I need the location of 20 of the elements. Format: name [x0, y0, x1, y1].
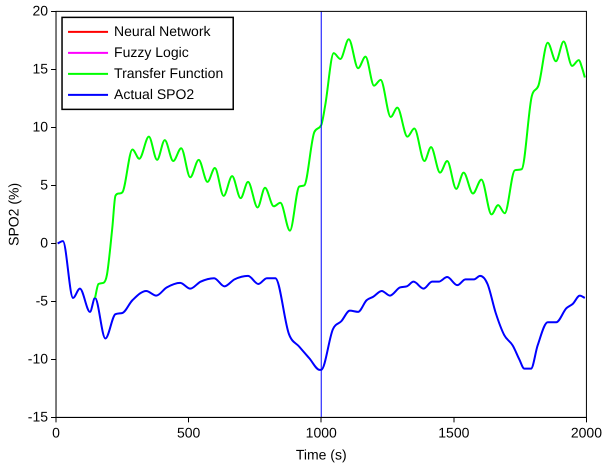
- y-tick-label: -10: [28, 350, 48, 366]
- x-tick-label: 2000: [570, 424, 602, 441]
- y-tick-label: 10: [32, 118, 48, 134]
- y-tick-label: 0: [40, 234, 48, 250]
- legend-label: Fuzzy Logic: [114, 44, 189, 60]
- x-tick-label: 0: [52, 424, 60, 441]
- x-tick-label: 1000: [306, 424, 338, 441]
- y-tick-label: 15: [32, 60, 48, 76]
- y-tick-label: -15: [28, 408, 48, 424]
- x-axis-title: Time (s): [296, 446, 347, 462]
- line-series: [94, 38, 586, 299]
- legend-label: Actual SPO2: [114, 86, 194, 102]
- y-tick-label: 20: [32, 2, 48, 18]
- legend-label: Neural Network: [114, 22, 212, 39]
- x-tick-label: 500: [176, 424, 201, 441]
- x-tick-label: 1500: [438, 424, 470, 441]
- y-tick-label: 5: [40, 176, 48, 192]
- legend-label: Transfer Function: [114, 64, 224, 81]
- y-tick-label: -5: [36, 292, 48, 308]
- y-axis-title: SPO2 (%): [5, 182, 22, 246]
